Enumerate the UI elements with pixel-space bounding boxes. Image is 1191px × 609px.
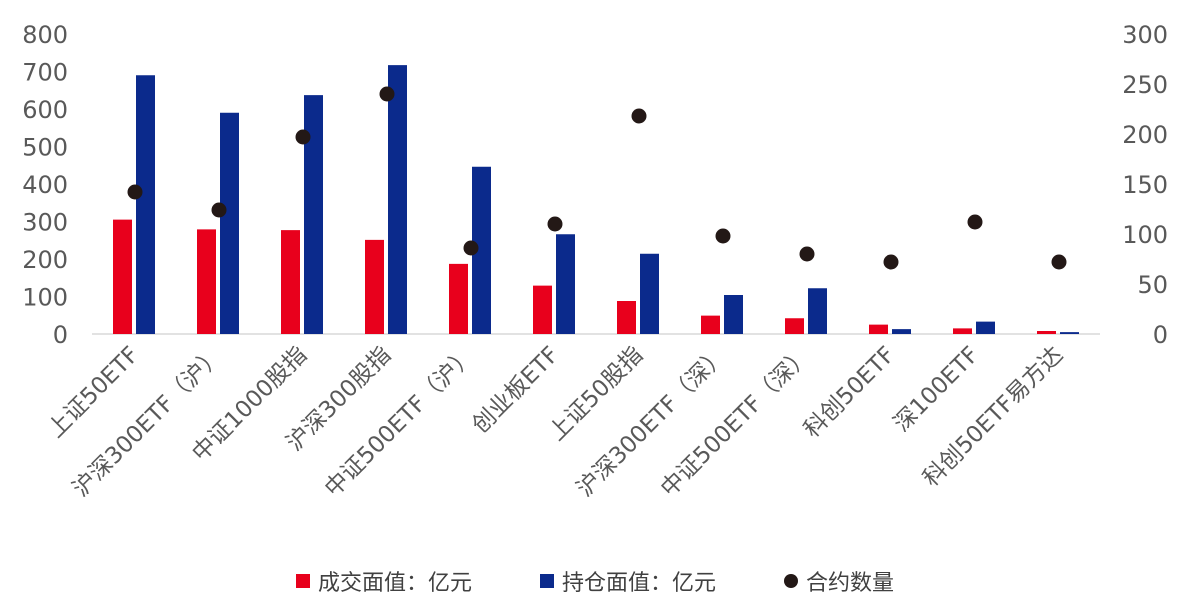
right-tick-label: 200 [1122, 121, 1168, 149]
left-tick-label: 300 [22, 209, 68, 237]
category-label: 中证500ETF（深） [656, 342, 816, 502]
right-tick-label: 150 [1122, 171, 1168, 199]
category-label: 沪深300ETF（深） [572, 342, 732, 502]
bar-position [136, 75, 155, 334]
left-axis-ticks: 0 100 200 300 400 500 600 700 800 [22, 21, 68, 349]
left-tick-label: 600 [22, 96, 68, 124]
legend-marker [296, 574, 310, 588]
right-tick-label: 250 [1122, 71, 1168, 99]
bar-position [472, 166, 491, 334]
scatter-point [799, 246, 815, 262]
bar-turnover [869, 324, 888, 334]
bar-turnover [785, 318, 804, 334]
bar-turnover [701, 315, 720, 334]
left-tick-label: 400 [22, 171, 68, 199]
scatter-point [883, 254, 899, 270]
right-tick-label: 100 [1122, 221, 1168, 249]
left-tick-label: 500 [22, 134, 68, 162]
bar-position [304, 95, 323, 334]
scatter-point [379, 86, 395, 102]
bar-position [724, 295, 743, 334]
bar-turnover [533, 285, 552, 334]
scatter-point [967, 214, 983, 230]
scatter-point [715, 228, 731, 244]
legend-marker [540, 574, 554, 588]
bar-position [388, 65, 407, 334]
left-tick-label: 200 [22, 246, 68, 274]
legend-marker [784, 574, 798, 588]
bar-position [556, 234, 575, 334]
scatter-points [127, 86, 1067, 270]
legend-label: 持仓面值：亿元 [562, 571, 716, 596]
scatter-point [631, 108, 647, 124]
scatter-point [463, 240, 479, 256]
right-axis-ticks: 0 50 100 150 200 250 300 [1122, 21, 1168, 349]
right-tick-label: 300 [1122, 21, 1168, 49]
category-labels: 上证50ETF沪深300ETF（沪）中证1000股指沪深300股指中证500ET… [43, 342, 1068, 502]
bar-turnover [449, 263, 468, 334]
legend: 成交面值：亿元 持仓面值：亿元 合约数量 [296, 571, 894, 596]
left-tick-label: 100 [22, 284, 68, 312]
left-tick-label: 0 [53, 321, 68, 349]
bar-position [892, 329, 911, 334]
legend-label: 合约数量 [806, 571, 894, 596]
bar-turnover [113, 219, 132, 334]
scatter-point [211, 202, 227, 218]
bar-turnover [197, 229, 216, 334]
bar-position [640, 253, 659, 334]
bar-turnover [617, 301, 636, 334]
category-label: 中证500ETF（沪） [320, 342, 480, 502]
bars [113, 65, 1079, 334]
scatter-point [1051, 254, 1067, 270]
bar-turnover [281, 230, 300, 334]
bar-position [976, 321, 995, 334]
bar-position [1060, 332, 1079, 334]
scatter-point [547, 216, 563, 232]
scatter-point [127, 184, 143, 200]
right-tick-label: 0 [1153, 321, 1168, 349]
bar-position [220, 112, 239, 334]
category-label: 沪深300ETF（沪） [68, 342, 228, 502]
category-label: 科创50ETF [799, 342, 900, 443]
right-tick-label: 50 [1137, 271, 1168, 299]
legend-label: 成交面值：亿元 [318, 571, 472, 596]
bar-turnover [365, 239, 384, 334]
bar-turnover [1037, 331, 1056, 334]
left-tick-label: 700 [22, 59, 68, 87]
left-tick-label: 800 [22, 21, 68, 49]
bar-position [808, 288, 827, 334]
scatter-point [295, 129, 311, 145]
category-label: 科创50ETF易方达 [918, 342, 1068, 492]
bar-turnover [953, 328, 972, 334]
